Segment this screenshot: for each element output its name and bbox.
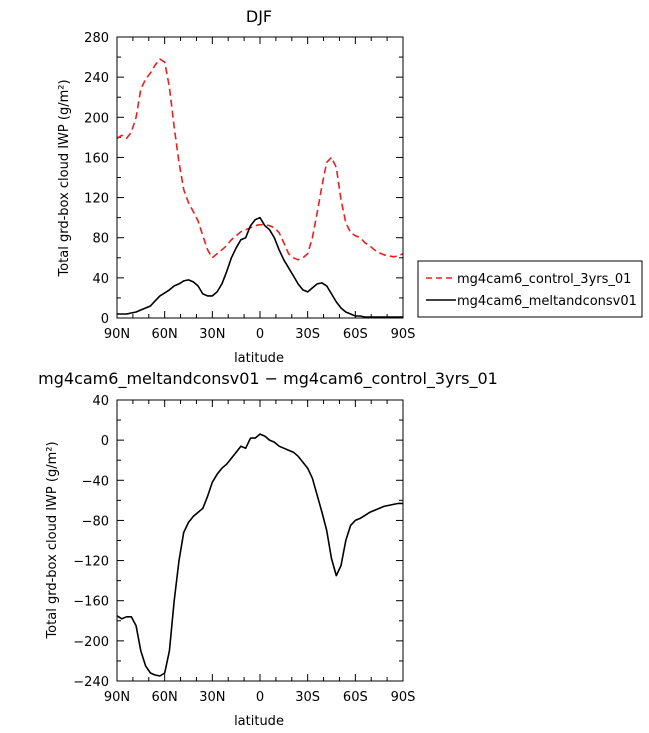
bottom-x-tick-label: 30S [295, 690, 320, 705]
bottom-x-tick-label: 60S [343, 690, 368, 705]
bottom-x-axis-label: latitude [234, 714, 284, 729]
legend-frame [417, 260, 643, 318]
bottom-x-tick-label: 60N [152, 690, 178, 705]
top-y-tick-label: 0 [101, 312, 109, 327]
top-y-tick-label: 240 [84, 71, 109, 86]
top-x-tick-label: 90S [391, 327, 416, 342]
bottom-x-tick-label: 30N [199, 690, 225, 705]
bottom-series [116, 433, 403, 677]
top-y-tick-label: 160 [84, 151, 109, 166]
bottom-x-tick-label: 90N [104, 690, 130, 705]
legend: mg4cam6_control_3yrs_01 mg4cam6_meltandc… [417, 260, 643, 318]
top-series-line-mg4cam6-control-3yrs-01 [116, 58, 404, 261]
bottom-y-axis-label: Total grd-box cloud IWP (g/m²) [45, 441, 60, 639]
top-x-axis-label: latitude [234, 351, 284, 366]
top-y-tick-label: 200 [84, 111, 109, 126]
top-chart-title: DJF [246, 7, 272, 26]
bottom-series-line-difference [116, 433, 403, 677]
bottom-y-tick-label: −240 [73, 675, 109, 690]
bottom-y-tick-label: 40 [92, 394, 109, 409]
top-x-tick-label: 30N [199, 327, 225, 342]
bottom-plot-frame [116, 399, 404, 682]
top-chart: DJF Total grd-box cloud IWP (g/m²) latit… [57, 7, 415, 366]
bottom-y-tick-label: −40 [82, 474, 109, 489]
top-x-tick-label: 60N [152, 327, 178, 342]
bottom-x-tick-label: 90S [391, 690, 416, 705]
top-plot-frame [116, 36, 404, 319]
top-y-tick-label: 280 [84, 31, 109, 46]
bottom-y-axis-label-text: Total grd-box cloud IWP (g/m²) [45, 441, 60, 639]
top-y-axis-label: Total grd-box cloud IWP (g/m²) [57, 79, 72, 277]
bottom-x-tick-label: 0 [256, 690, 264, 705]
top-y-axis-label-text: Total grd-box cloud IWP (g/m²) [57, 79, 72, 277]
bottom-y-tick-label: −120 [73, 555, 109, 570]
bottom-y-tick-label: −200 [73, 635, 109, 650]
top-ticks: 90N 60N 30N 0 30S 60S 90S 0 40 80 120 160 200 240 280 [84, 31, 415, 342]
legend-label-control: mg4cam6_control_3yrs_01 [457, 272, 631, 287]
top-x-tick-label: 0 [256, 327, 264, 342]
bottom-y-tick-label: 0 [101, 434, 109, 449]
top-y-tick-label: 80 [92, 232, 109, 247]
top-series-line-mg4cam6-meltandconsv01 [117, 216, 403, 318]
top-x-tick-label: 90N [104, 327, 130, 342]
bottom-y-tick-label: −160 [73, 595, 109, 610]
bottom-chart: mg4cam6_meltandconsv01 − mg4cam6_control… [38, 369, 498, 729]
top-y-tick-label: 40 [92, 272, 109, 287]
top-x-tick-label: 60S [343, 327, 368, 342]
top-series [116, 58, 404, 318]
top-x-tick-label: 30S [295, 327, 320, 342]
bottom-ticks: 90N 60N 30N 0 30S 60S 90S −240 −200 −160 −120 −80 −4… [73, 394, 415, 705]
bottom-y-tick-label: −80 [82, 514, 109, 529]
legend-label-meltandconsv: mg4cam6_meltandconsv01 [457, 294, 637, 309]
bottom-chart-title: mg4cam6_meltandconsv01 − mg4cam6_control… [38, 369, 498, 389]
top-y-tick-label: 120 [84, 192, 109, 207]
